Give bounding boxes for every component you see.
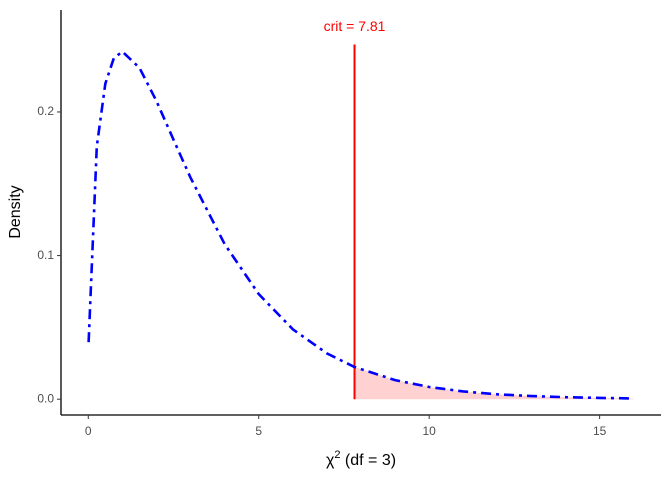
x-axis-symbol: χ (326, 452, 335, 469)
density-line (87, 49, 634, 400)
y-tick-label: 0.0 (37, 391, 54, 405)
x-axis-text: (df = 3) (340, 452, 396, 469)
x-tick-label: 15 (593, 424, 607, 438)
crit-label: crit = 7.81 (324, 18, 386, 34)
y-tick-label: 0.2 (37, 104, 54, 118)
x-tick-label: 10 (423, 424, 437, 438)
shaded-area (354, 367, 634, 400)
x-axis-superscript: 2 (334, 449, 340, 461)
x-tick-label: 0 (85, 424, 92, 438)
y-axis-title: Density (7, 185, 24, 238)
x-tick-label: 5 (255, 424, 262, 438)
x-axis-title: χ2 (df = 3) (326, 449, 396, 469)
y-tick-label: 0.1 (37, 248, 54, 262)
